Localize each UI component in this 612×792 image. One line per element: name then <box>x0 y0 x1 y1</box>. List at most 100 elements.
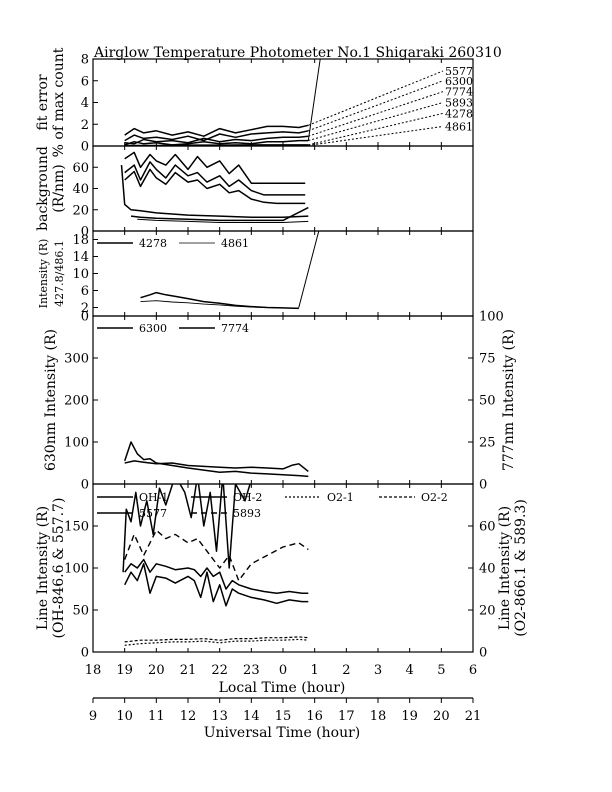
red_intensity-series-group <box>123 441 309 478</box>
fit-error-legend-6300: 6300 <box>445 75 473 88</box>
fit_error-ytick-label: 6 <box>81 74 89 89</box>
blue_intensity-ytick-label: 0 <box>81 310 89 325</box>
local-time-tick-label: 4 <box>406 663 414 678</box>
background-ytick-label: 40 <box>72 182 89 197</box>
background-ylabel: background <box>35 146 51 231</box>
blue_intensity-ylabel: Intensity (R) <box>37 239 50 309</box>
fit_error-ylabel: % of max count <box>51 47 67 157</box>
line_intensity-legend-label-O2-1: O2-1 <box>327 491 354 504</box>
universal-time-tick-label: 13 <box>211 709 228 724</box>
series-background-bg6 <box>137 218 309 223</box>
red_intensity-ytick-right-label: 25 <box>479 436 496 451</box>
red_intensity-ytick-label: 0 <box>81 478 89 493</box>
series-fit_error-5893 <box>124 139 309 146</box>
local-time-tick-label: 2 <box>342 663 350 678</box>
series-background-bg1 <box>124 151 306 184</box>
background-ytick-label: 0 <box>81 225 89 240</box>
universal-time-tick-label: 17 <box>338 709 355 724</box>
red_intensity-ytick-right-label: 100 <box>479 310 504 325</box>
blue_intensity-legend-label-4861: 4861 <box>221 237 249 250</box>
red_intensity-ytick-label: 200 <box>64 394 89 409</box>
line_intensity-legend-label-5577: 5577 <box>139 507 167 520</box>
series-fit_error-5577 <box>124 124 309 137</box>
universal-time-tick-label: 18 <box>370 709 387 724</box>
fit-error-leader-4861 <box>308 125 444 146</box>
series-line_intensity-OH-2 <box>124 558 309 594</box>
series-line_intensity-O2-2 <box>124 636 309 643</box>
local-time-tick-label: 18 <box>85 663 102 678</box>
red_intensity-ytick-right-label: 75 <box>479 352 496 367</box>
line_intensity-ytick-label: 100 <box>64 562 89 577</box>
series-line_intensity-OH-1 <box>124 563 309 607</box>
red_intensity-ytick-label: 300 <box>64 352 89 367</box>
line_intensity-ylabel-right: (O2-866.1 & 589.3) <box>513 499 529 637</box>
fit_error-ylabel: fit error <box>35 74 51 131</box>
red_intensity-ytick-label: 100 <box>64 436 89 451</box>
background-ytick-label: 20 <box>72 203 89 218</box>
line_intensity-ylabel: Line Intensity (R) <box>35 506 51 630</box>
universal-time-tick-label: 10 <box>116 709 133 724</box>
series-red_intensity-6300 <box>123 441 309 478</box>
local-time-tick-label: 0 <box>279 663 287 678</box>
series-red_intensity-7774 <box>124 460 309 472</box>
fit_error-ytick-label: 0 <box>81 140 89 155</box>
series-blue_intensity-4278 <box>140 291 299 310</box>
red_intensity-ytick-right-label: 0 <box>479 478 487 493</box>
red_intensity-legend-label-7774: 7774 <box>221 322 249 335</box>
local-time-tick-label: 6 <box>469 663 477 678</box>
fit_error-ytick-label: 8 <box>81 53 89 68</box>
universal-time-tick-label: 19 <box>401 709 418 724</box>
background-ytick-label: 60 <box>72 161 89 176</box>
universal-time-tick-label: 11 <box>148 709 165 724</box>
series-blue_intensity-spike <box>298 231 320 308</box>
line_intensity-ytick-label: 50 <box>72 604 89 619</box>
universal-time-tick-label: 14 <box>243 709 260 724</box>
local-time-tick-label: 23 <box>243 663 260 678</box>
universal-time-axis-label: Universal Time (hour) <box>204 725 361 741</box>
red_intensity-legend-label-6300: 6300 <box>139 322 167 335</box>
universal-time-tick-label: 12 <box>180 709 197 724</box>
series-fit_error-7774 <box>124 135 309 145</box>
series-background-bg4 <box>120 165 309 218</box>
blue_intensity-ytick-label: 10 <box>72 267 89 282</box>
chart-title: Airglow Temperature Photometer No.1 Shig… <box>93 45 502 61</box>
local-time-tick-label: 5 <box>437 663 445 678</box>
blue_intensity-ytick-label: 2 <box>81 301 89 316</box>
fit-error-legend-5893: 5893 <box>445 97 473 110</box>
line_intensity-legend-label-OH-1: OH-1 <box>139 491 168 504</box>
universal-time-tick-label: 9 <box>89 709 97 724</box>
line_intensity-ytick-right-label: 60 <box>479 520 496 535</box>
series-background-bg3 <box>124 168 306 205</box>
series-background-bg2 <box>124 161 306 196</box>
fit-error-legend-7774: 7774 <box>445 86 473 99</box>
series-fit_error-6300 <box>124 130 309 142</box>
blue_intensity-ytick-label: 6 <box>81 284 89 299</box>
universal-time-tick-label: 20 <box>433 709 450 724</box>
line_intensity-ytick-label: 150 <box>64 520 89 535</box>
local-time-tick-label: 1 <box>311 663 319 678</box>
fit-error-leader-5577 <box>308 70 444 126</box>
line_intensity-legend-label-OH-2: OH-2 <box>233 491 262 504</box>
blue_intensity-ytick-label: 18 <box>72 233 89 248</box>
blue_intensity-legend-label-4278: 4278 <box>139 237 167 250</box>
universal-time-tick-label: 16 <box>306 709 323 724</box>
universal-time-tick-label: 15 <box>275 709 292 724</box>
fit_error-ytick-label: 4 <box>81 96 89 111</box>
blue_intensity-series-group <box>140 231 320 310</box>
fit-error-legend-4861: 4861 <box>445 120 473 133</box>
local-time-axis-label: Local Time (hour) <box>219 680 346 696</box>
line_intensity-ylabel-right: Line Intensity (R) <box>497 506 513 630</box>
local-time-tick-label: 21 <box>180 663 197 678</box>
line_intensity-ytick-right-label: 0 <box>479 646 487 661</box>
line_intensity-legend-label-5893: 5893 <box>233 507 261 520</box>
line_intensity-ytick-label: 0 <box>81 646 89 661</box>
local-time-tick-label: 20 <box>148 663 165 678</box>
series-line_intensity-5893 <box>124 529 309 582</box>
blue_intensity-ytick-label: 14 <box>72 250 89 265</box>
red_intensity-ytick-right-label: 50 <box>479 394 496 409</box>
fit-error-legend-5577: 5577 <box>445 65 473 78</box>
fit-error-leader-4278 <box>308 112 444 146</box>
red_intensity-ylabel: 630nm Intensity (R) <box>43 329 59 471</box>
fit-error-leader-6300 <box>308 80 444 132</box>
